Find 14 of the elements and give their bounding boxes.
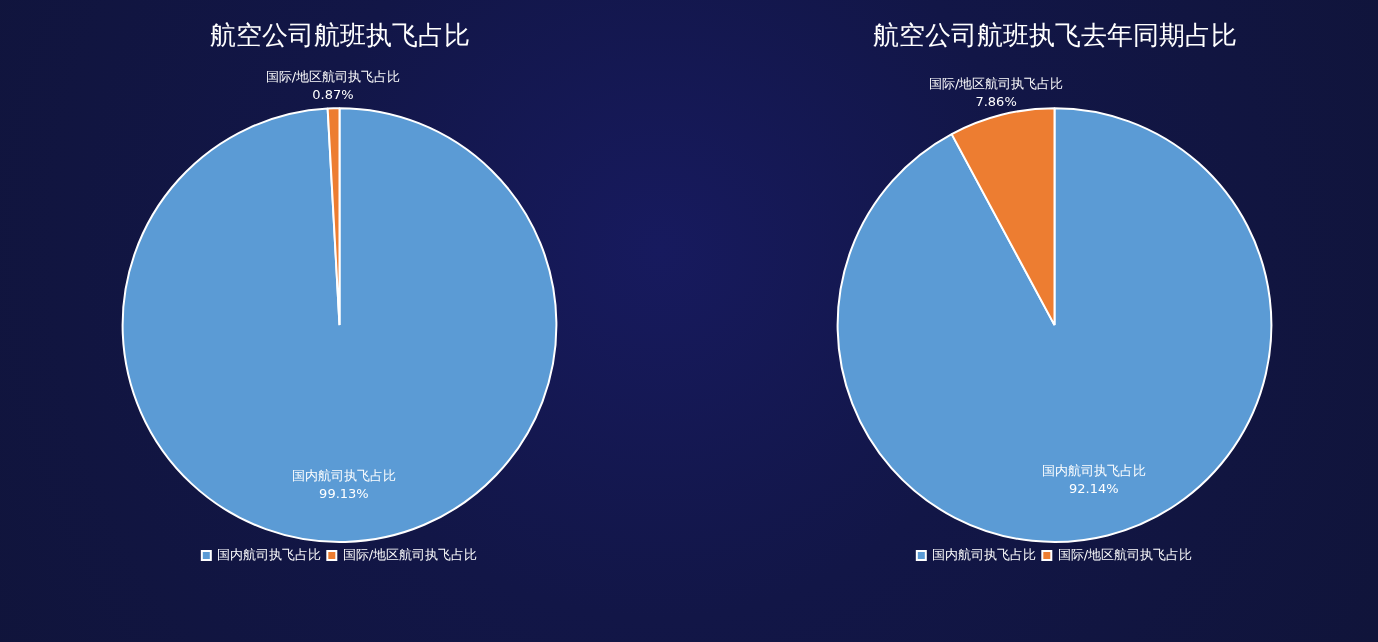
chart-title: 航空公司航班执飞占比 (209, 20, 470, 51)
chart-title: 航空公司航班执飞去年同期占比 (872, 20, 1237, 51)
data-label: 99.13% (319, 485, 369, 501)
data-label: 0.87% (312, 86, 354, 102)
slice-label: 国内航司执飞占比 (1041, 463, 1146, 479)
data-label: 7.86% (975, 93, 1017, 109)
legend-label: 国际/地区航司执飞占比 (342, 546, 478, 562)
data-label: 92.14% (1068, 481, 1119, 497)
legend-label: 国内航司执飞占比 (932, 546, 1037, 562)
legend-label: 国内航司执飞占比 (217, 546, 322, 562)
slice-label: 国际/地区航司执飞占比 (265, 68, 401, 84)
slice-label: 国际/地区航司执飞占比 (928, 75, 1064, 91)
legend-label: 国际/地区航司执飞占比 (1057, 546, 1193, 562)
slice-label: 国内航司执飞占比 (291, 467, 396, 483)
